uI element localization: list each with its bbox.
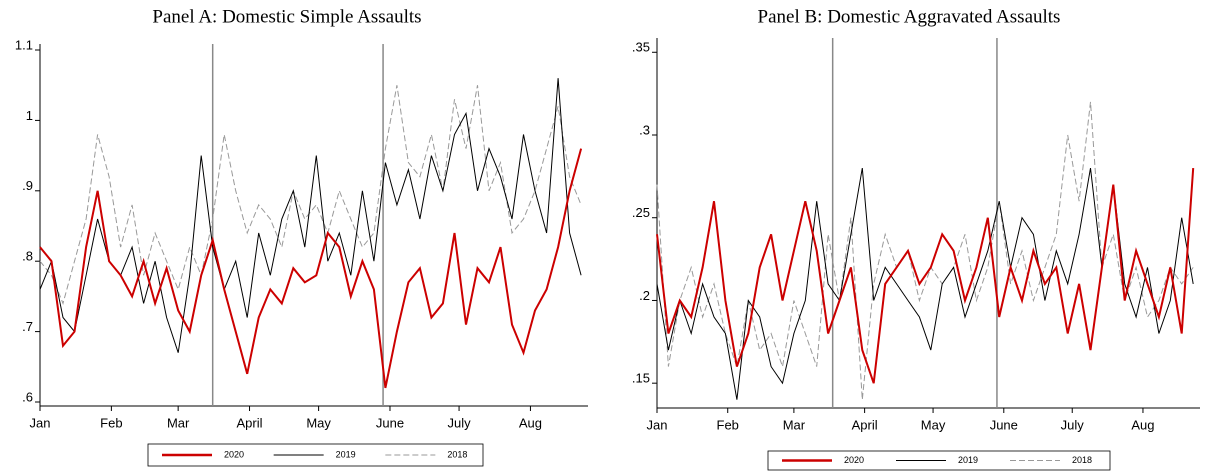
y-tick-label: .6	[22, 389, 33, 404]
x-tick-label: Aug	[1131, 417, 1154, 432]
x-tick-label: May	[921, 417, 946, 432]
x-tick-label: Jan	[647, 417, 668, 432]
legend-label: 2018	[447, 449, 467, 459]
series-line	[39, 148, 583, 389]
series-line	[656, 101, 1194, 400]
y-tick-label: .3	[639, 122, 650, 137]
x-tick-label: June	[990, 417, 1018, 432]
x-tick-label: July	[1061, 417, 1085, 432]
panel-title: Panel B: Domestic Aggravated Assaults	[758, 6, 1061, 27]
x-tick-label: April	[852, 417, 878, 432]
y-tick-label: .7	[22, 319, 33, 334]
x-tick-label: Mar	[167, 415, 190, 430]
x-tick-label: Aug	[519, 415, 542, 430]
y-tick-label: .25	[632, 205, 650, 220]
y-tick-label: .15	[632, 371, 650, 386]
series-line	[39, 85, 582, 305]
legend-label: 2020	[844, 455, 864, 465]
x-tick-label: April	[237, 415, 263, 430]
series-line	[39, 78, 582, 353]
x-tick-label: Feb	[100, 415, 122, 430]
x-tick-label: Feb	[717, 417, 739, 432]
legend-label: 2019	[958, 455, 978, 465]
legend-label: 2020	[224, 449, 244, 459]
x-tick-label: Mar	[783, 417, 806, 432]
x-tick-label: July	[447, 415, 471, 430]
x-tick-label: June	[376, 415, 404, 430]
y-tick-label: .9	[22, 178, 33, 193]
y-tick-label: .35	[632, 40, 650, 55]
y-tick-label: .8	[22, 249, 33, 264]
panel-title: Panel A: Domestic Simple Assaults	[152, 6, 421, 27]
x-tick-label: Jan	[30, 415, 51, 430]
legend-label: 2018	[1072, 455, 1092, 465]
legend-label: 2019	[336, 449, 356, 459]
y-tick-label: 1	[26, 108, 33, 123]
y-tick-label: .2	[639, 288, 650, 303]
series-line	[656, 168, 1195, 384]
x-tick-label: May	[306, 415, 331, 430]
y-tick-label: 1.1	[15, 37, 33, 52]
